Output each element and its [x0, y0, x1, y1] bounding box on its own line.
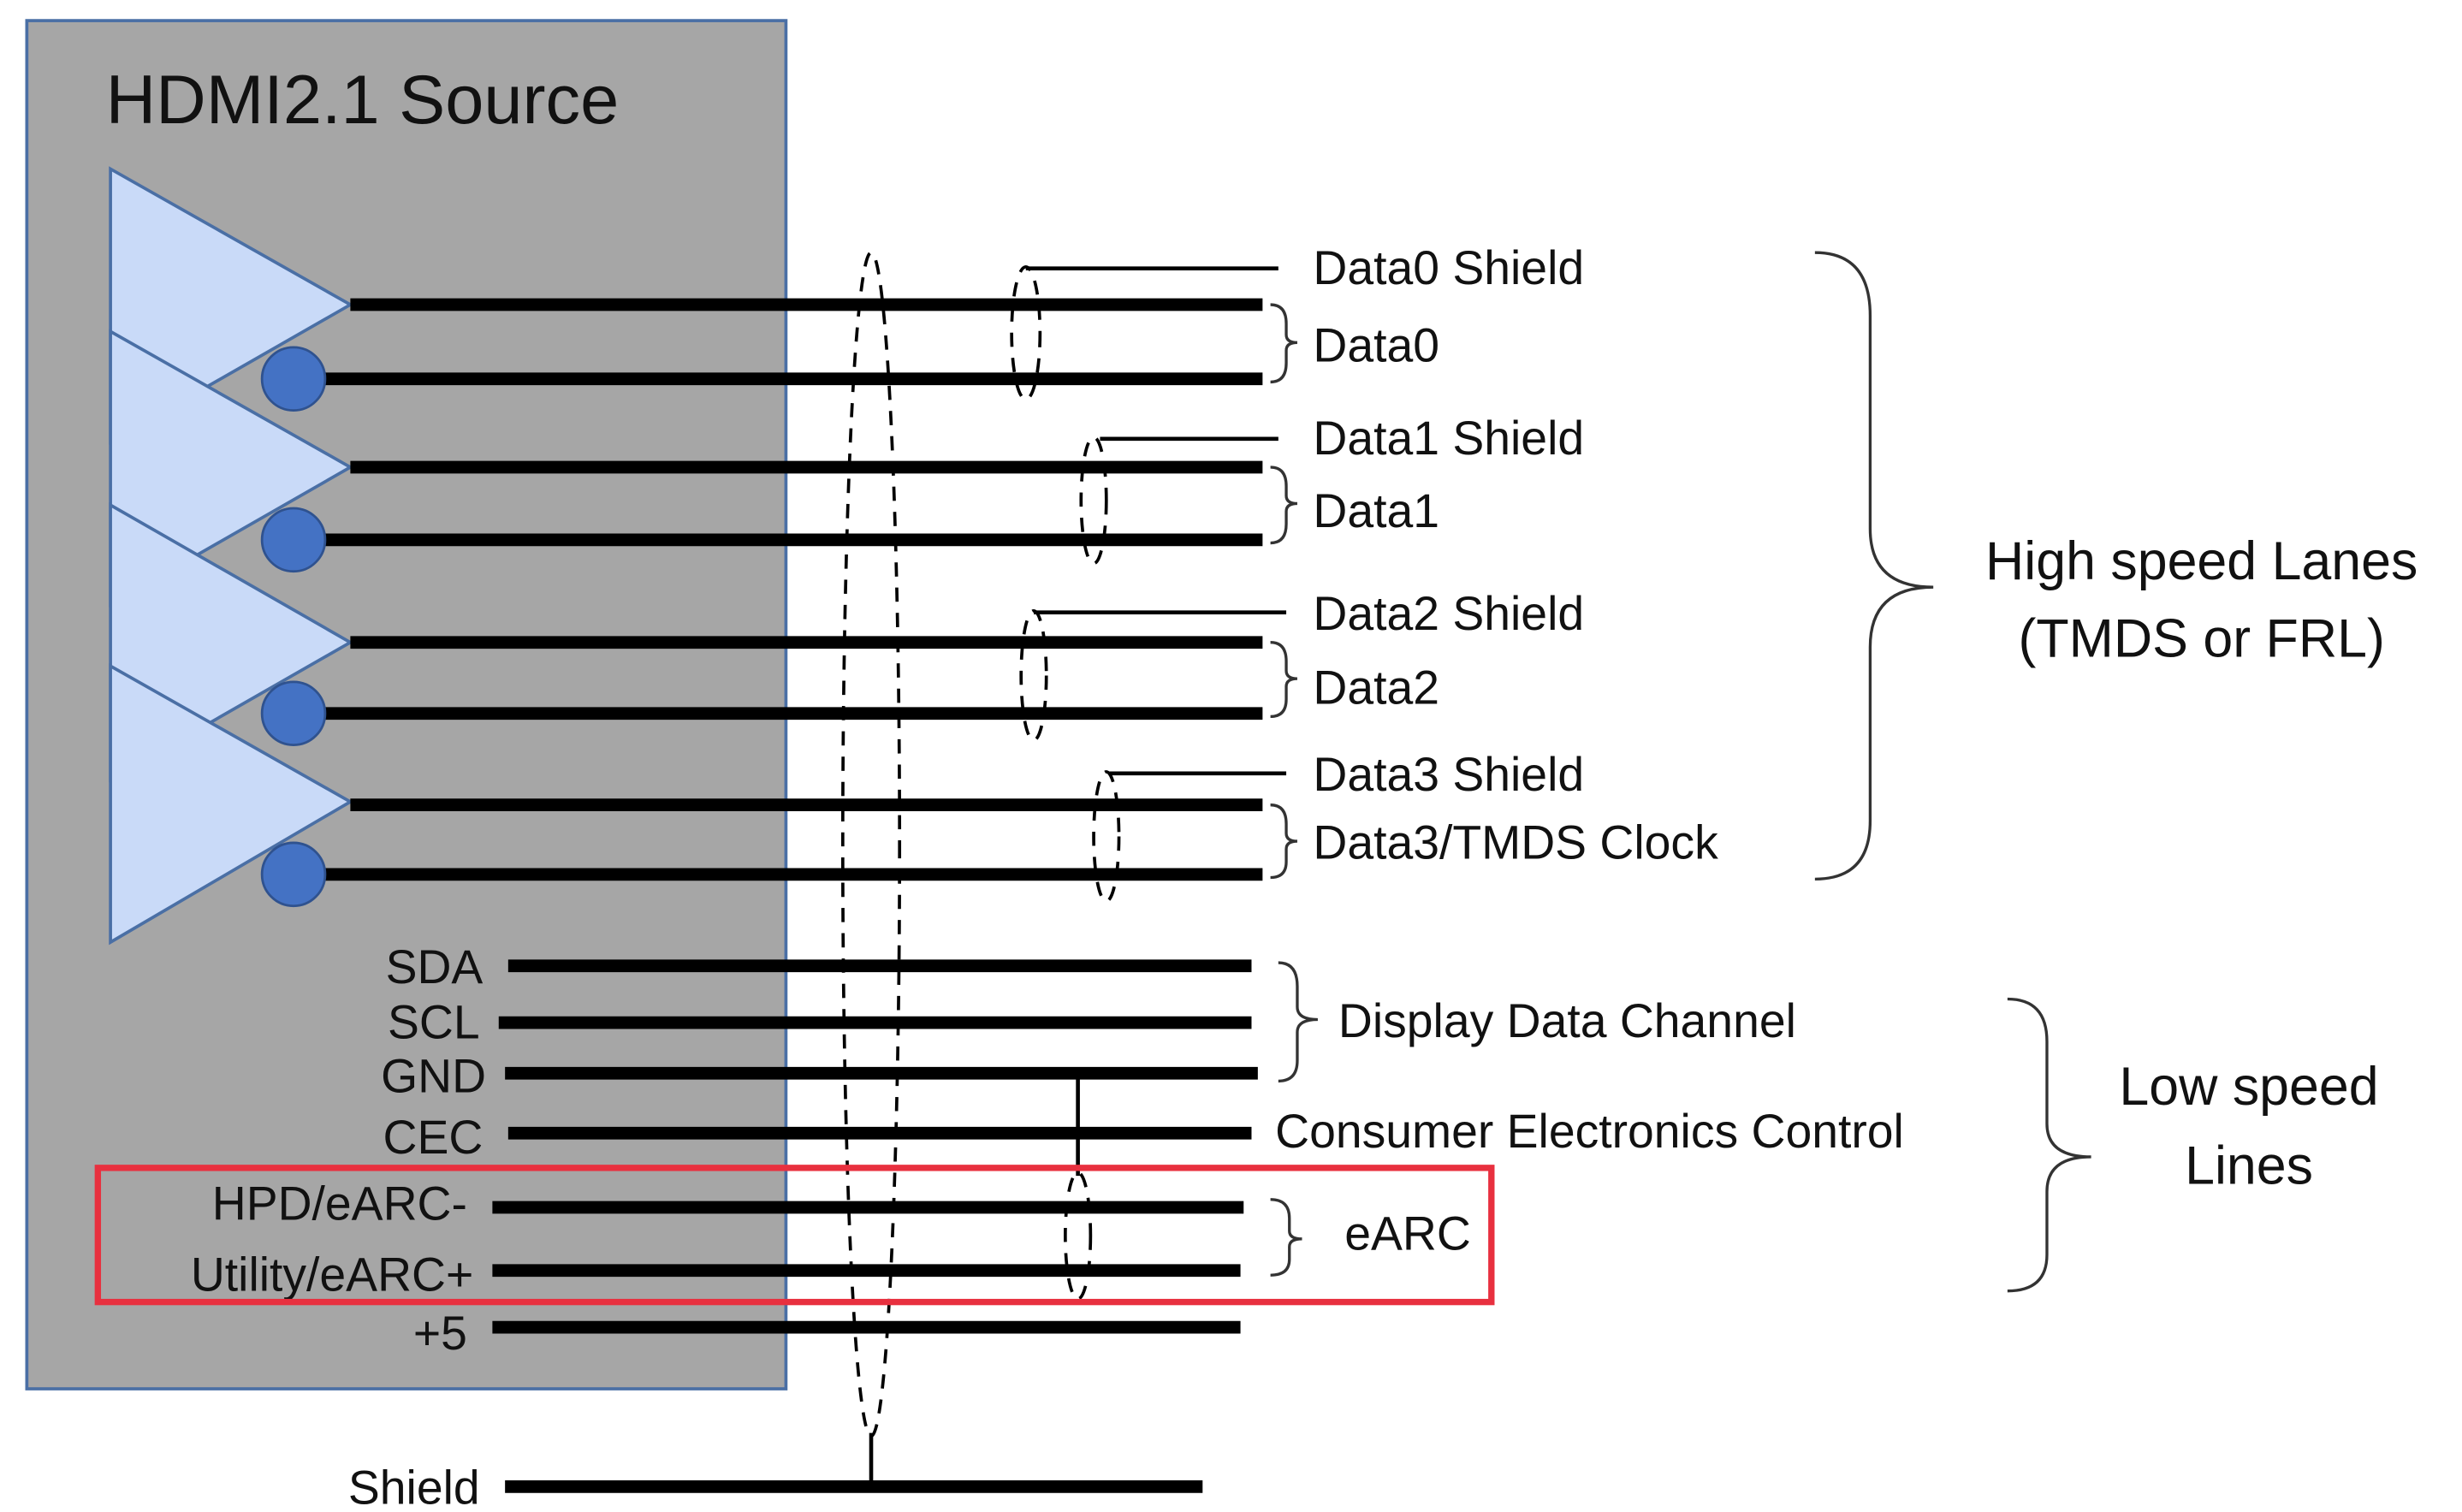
low-speed-brace: [2007, 997, 2091, 1293]
pin-5v: +5: [413, 1307, 467, 1360]
pin-utility: Utility/eARC+: [191, 1248, 473, 1302]
drivers: [109, 166, 354, 946]
driver-triangle: [109, 329, 354, 608]
label-data0: Data0: [1313, 318, 1439, 371]
pin-gnd: GND: [381, 1049, 486, 1102]
inverter-bubble: [260, 507, 327, 573]
high-speed-wires: [294, 298, 1263, 881]
shield-ellipse: [1079, 436, 1108, 566]
label-data1: Data1: [1313, 484, 1439, 537]
pin-cec: CEC: [383, 1111, 484, 1164]
source-title: HDMI2.1 Source: [106, 62, 620, 139]
brace: [1270, 803, 1298, 880]
pin-labels: SDA SCL GND CEC HPD/eARC- Utility/eARC+ …: [191, 940, 486, 1512]
earc-brace: [1270, 1198, 1302, 1277]
lane-labels: Data0 Shield Data0 Data1 Shield Data1 Da…: [1313, 241, 1718, 869]
driver-triangle: [109, 663, 354, 946]
shield-ellipse: [1019, 608, 1048, 742]
low-speed-label-2: Lines: [2185, 1135, 2313, 1195]
low-speed-label-1: Low speed: [2119, 1057, 2378, 1117]
inverter-bubble: [260, 680, 327, 746]
brace: [1270, 303, 1298, 384]
inverter-bubble: [260, 346, 327, 412]
earc-label: eARC: [1344, 1207, 1471, 1260]
cec-label: Consumer Electronics Control: [1275, 1105, 1904, 1158]
earc-highlight-box: [94, 1165, 1495, 1306]
inverter-bubbles: [260, 346, 327, 908]
brace: [1270, 641, 1298, 719]
high-speed-brace: [1814, 251, 1934, 881]
label-data2: Data2: [1313, 661, 1439, 714]
pin-scl: SCL: [388, 996, 480, 1049]
earc-shield-ellipse: [1064, 1171, 1093, 1301]
low-speed-wires: [492, 959, 1258, 1493]
label-data0-shield: Data0 Shield: [1313, 241, 1584, 294]
brace: [1270, 465, 1298, 545]
ddc-brace: [1278, 961, 1318, 1083]
label-data3-shield: Data3 Shield: [1313, 748, 1584, 801]
shield-label: Shield: [348, 1462, 480, 1512]
lane-shields: [1010, 264, 1287, 904]
label-data2-shield: Data2 Shield: [1313, 587, 1584, 640]
pair-braces: [1270, 303, 1298, 880]
label-data1-shield: Data1 Shield: [1313, 412, 1584, 465]
label-data3: Data3/TMDS Clock: [1313, 815, 1718, 869]
inverter-bubble: [260, 841, 327, 908]
ddc-label: Display Data Channel: [1338, 994, 1796, 1047]
pin-hpd: HPD/eARC-: [212, 1177, 467, 1230]
high-speed-label-1: High speed Lanes: [1985, 531, 2418, 591]
pin-sda: SDA: [386, 940, 484, 993]
shield-ellipse: [1092, 770, 1121, 904]
overall-shield-ellipse: [840, 251, 902, 1438]
high-speed-label-2: (TMDS or FRL): [2019, 608, 2385, 668]
